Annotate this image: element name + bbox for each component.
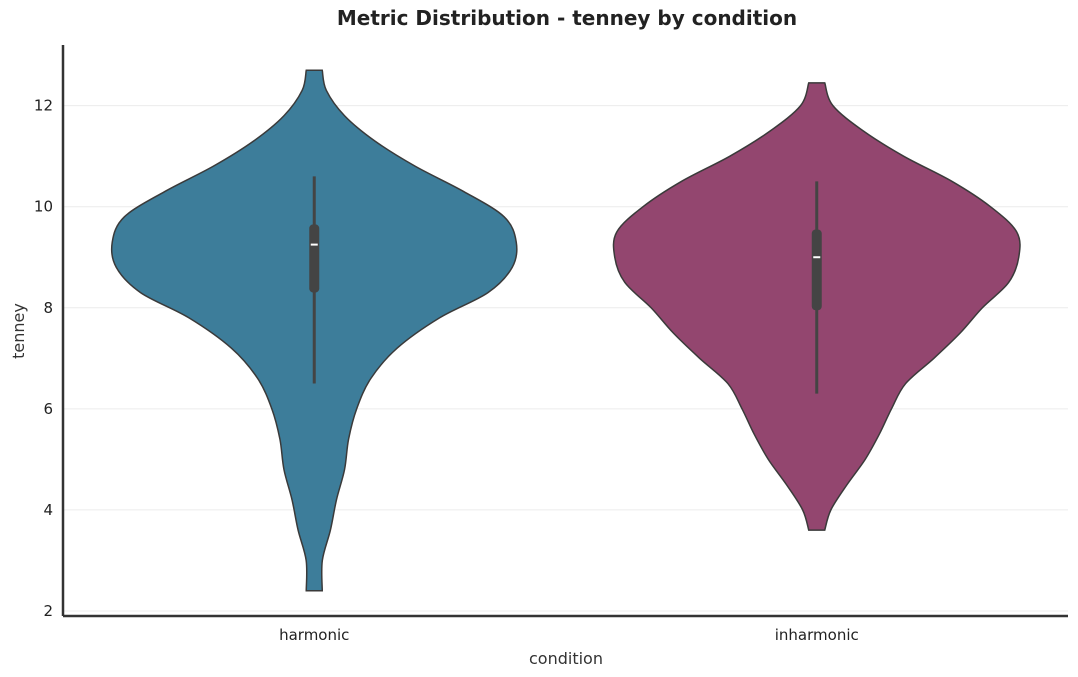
y-tick-label: 8 xyxy=(43,299,53,317)
iqr-box-inharmonic xyxy=(811,229,822,311)
y-tick-label: 12 xyxy=(34,97,53,115)
x-tick-labels: harmonic inharmonic xyxy=(279,626,859,644)
violin-layer xyxy=(110,69,1021,592)
y-tick-label: 6 xyxy=(43,400,53,418)
y-tick-label: 2 xyxy=(43,602,53,620)
y-tick-labels: 2 4 6 8 10 12 xyxy=(34,97,53,620)
y-axis-label: tenney xyxy=(9,303,28,359)
x-axis-label: condition xyxy=(529,649,603,668)
y-tick-label: 10 xyxy=(34,198,53,216)
chart-title: Metric Distribution - tenney by conditio… xyxy=(337,6,797,30)
box-layer xyxy=(309,176,822,394)
y-tick-label: 4 xyxy=(43,501,53,519)
x-tick-label: inharmonic xyxy=(775,626,859,644)
x-tick-label: harmonic xyxy=(279,626,349,644)
iqr-box-harmonic xyxy=(309,224,320,293)
